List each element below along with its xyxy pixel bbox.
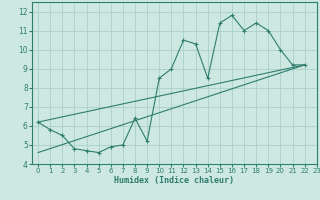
- X-axis label: Humidex (Indice chaleur): Humidex (Indice chaleur): [115, 176, 234, 185]
